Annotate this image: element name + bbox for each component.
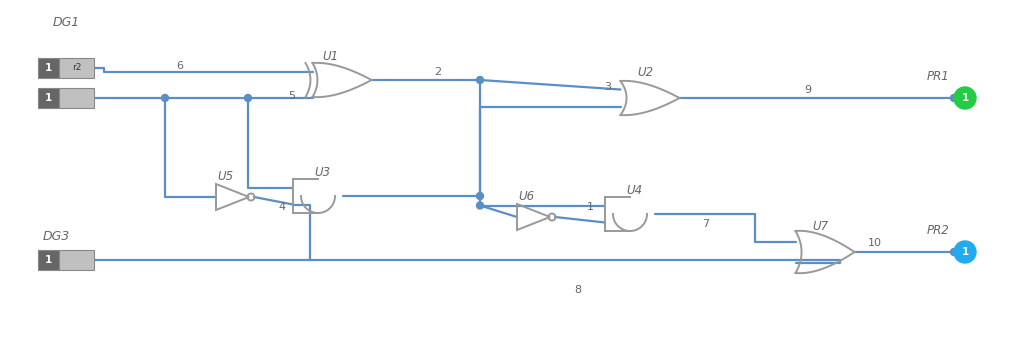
FancyBboxPatch shape [59,88,94,108]
Text: 1: 1 [45,93,52,103]
Text: 10: 10 [868,238,882,248]
Text: r2: r2 [72,63,81,73]
Text: 6: 6 [176,61,183,71]
FancyBboxPatch shape [59,58,94,78]
Text: 2: 2 [434,67,441,77]
Text: 1: 1 [962,247,969,257]
Text: 8: 8 [574,285,582,295]
Text: 4: 4 [279,202,286,212]
Text: U4: U4 [626,183,642,197]
Text: 1: 1 [45,63,52,73]
FancyBboxPatch shape [38,250,59,270]
Circle shape [162,95,169,101]
Circle shape [950,248,957,256]
Circle shape [245,95,252,101]
Text: 5: 5 [289,91,296,101]
FancyBboxPatch shape [59,250,94,270]
Text: 7: 7 [702,219,710,229]
Text: U2: U2 [637,65,653,79]
Text: U6: U6 [518,190,535,202]
Circle shape [954,87,976,109]
Text: U5: U5 [217,170,233,182]
Text: U1: U1 [322,49,338,62]
Circle shape [950,95,957,101]
Circle shape [476,77,483,83]
Circle shape [476,193,483,199]
Text: 9: 9 [805,85,812,95]
Circle shape [954,241,976,263]
Text: DG1: DG1 [53,16,80,28]
Circle shape [476,202,483,209]
Text: 1: 1 [962,93,969,103]
Text: 1: 1 [587,202,594,212]
Text: U7: U7 [812,219,828,233]
Text: PR2: PR2 [927,223,949,237]
Text: U3: U3 [314,165,330,179]
FancyBboxPatch shape [38,88,59,108]
Text: DG3: DG3 [43,230,71,242]
FancyBboxPatch shape [38,58,59,78]
Text: 1: 1 [45,255,52,265]
Text: PR1: PR1 [927,69,949,82]
Text: 3: 3 [604,82,611,92]
